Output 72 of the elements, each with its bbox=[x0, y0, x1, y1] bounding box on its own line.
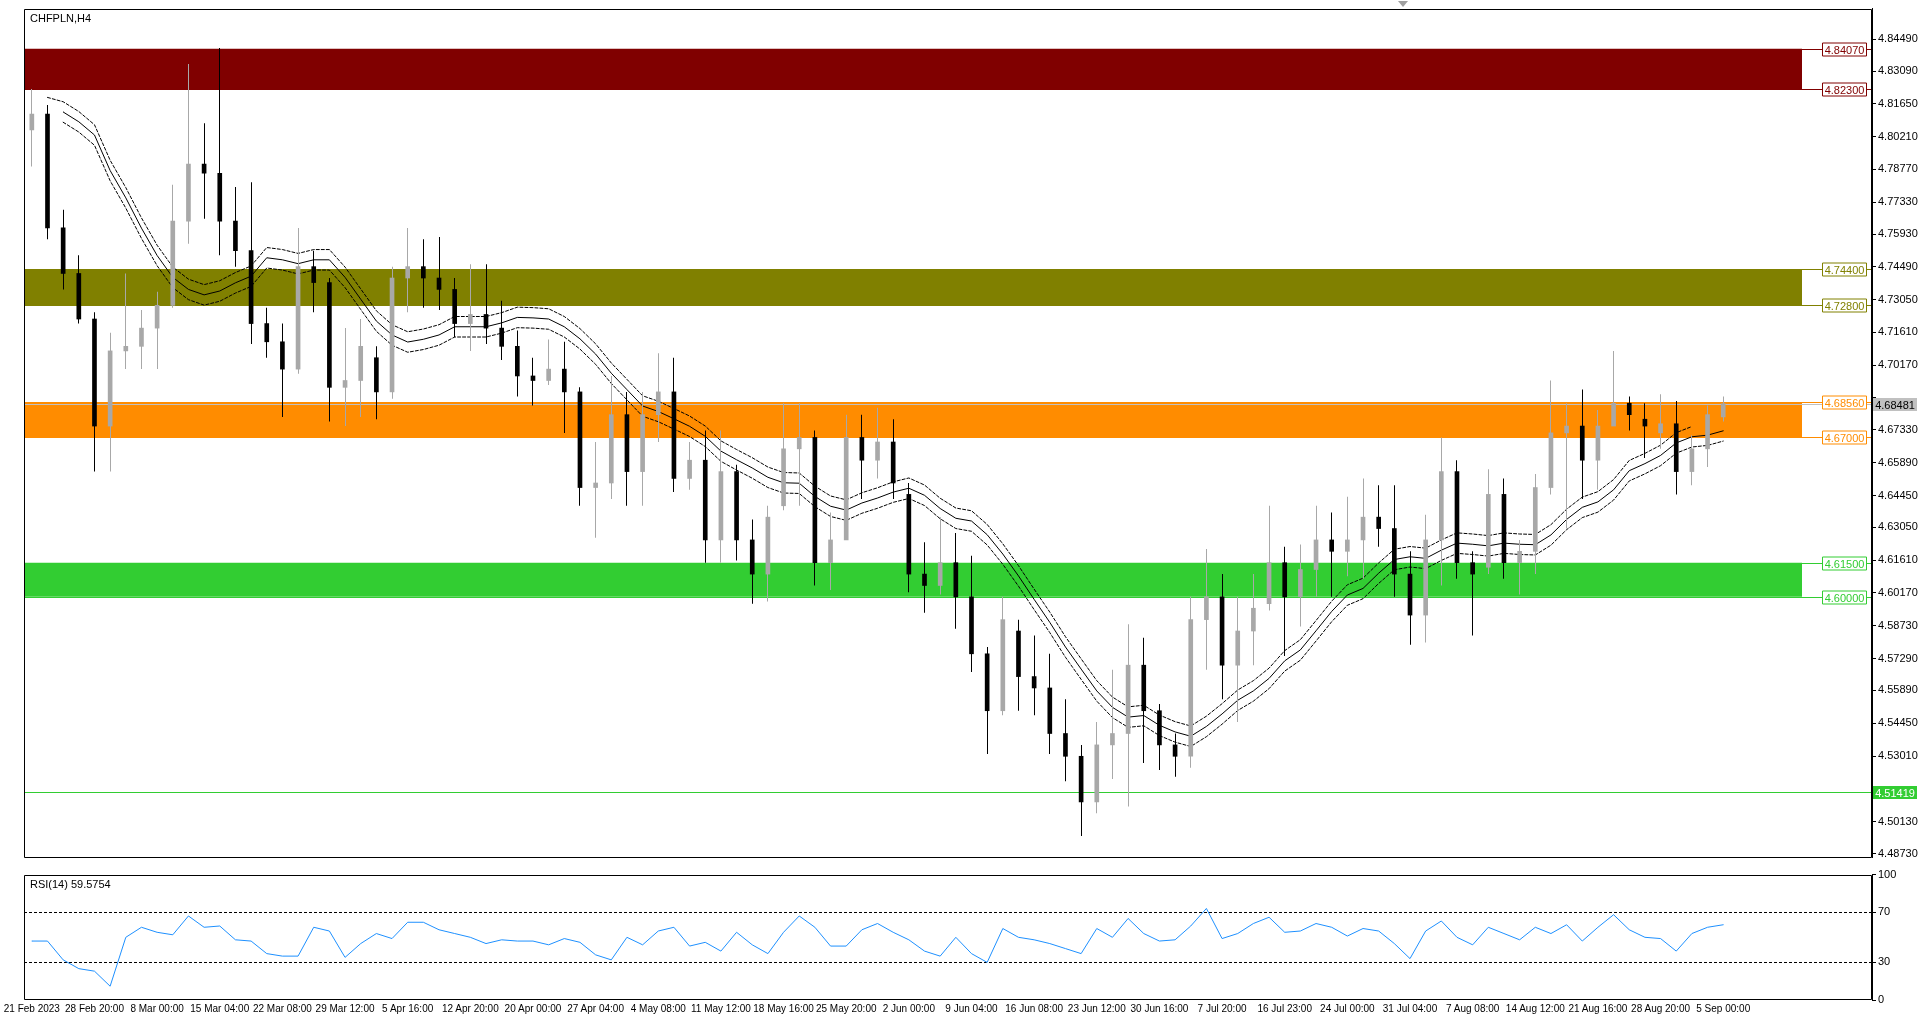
candlestick bbox=[1564, 403, 1569, 529]
x-tick-label: 7 Jul 20:00 bbox=[1197, 1002, 1247, 1014]
ref-line-label: 4.74400 bbox=[1824, 263, 1865, 276]
chart-title: RSI(14) 59.5754 bbox=[30, 877, 111, 890]
ref-line-label: 4.68481 bbox=[1875, 398, 1915, 411]
y-tick-label: 4.74490 bbox=[1878, 259, 1918, 272]
x-tick-label: 28 Aug 20:00 bbox=[1631, 1002, 1691, 1014]
y-tick-label: 4.48730 bbox=[1878, 846, 1918, 859]
ref-line-label: 4.68560 bbox=[1824, 396, 1865, 409]
y-tick-label: 4.75930 bbox=[1878, 227, 1918, 240]
y-tick-label: 4.78770 bbox=[1878, 162, 1918, 175]
x-tick-label: 22 Mar 08:00 bbox=[252, 1002, 313, 1014]
y-tick-label: 4.83090 bbox=[1878, 64, 1918, 77]
x-tick-label: 23 Jun 12:00 bbox=[1067, 1002, 1127, 1014]
y-tick-label: 4.55890 bbox=[1878, 683, 1918, 696]
y-tick-label: 4.81650 bbox=[1878, 96, 1918, 109]
candlestick bbox=[123, 273, 129, 370]
x-tick-label: 15 Mar 04:00 bbox=[190, 1002, 250, 1014]
x-tick-label: 21 Aug 16:00 bbox=[1568, 1002, 1628, 1014]
x-tick-label: 31 Jul 04:00 bbox=[1382, 1002, 1438, 1014]
y-tick-label: 4.57290 bbox=[1878, 651, 1918, 664]
y-tick-label: 4.64450 bbox=[1878, 488, 1918, 501]
y-tick-label: 4.58730 bbox=[1878, 618, 1918, 631]
x-tick-label: 11 May 12:00 bbox=[690, 1002, 752, 1014]
y-tick-label: 4.53010 bbox=[1878, 749, 1918, 762]
x-tick-label: 9 Jun 04:00 bbox=[945, 1002, 999, 1014]
x-tick-label: 5 Apr 16:00 bbox=[382, 1002, 434, 1014]
y-tick-label: 4.50130 bbox=[1878, 814, 1918, 827]
x-tick-label: 2 Jun 00:00 bbox=[882, 1002, 936, 1014]
x-tick-label: 29 Mar 12:00 bbox=[315, 1002, 375, 1014]
candlestick bbox=[593, 442, 598, 538]
x-tick-label: 7 Aug 08:00 bbox=[1445, 1002, 1500, 1014]
x-tick-label: 14 Aug 12:00 bbox=[1505, 1002, 1566, 1014]
y-tick-label: 100 bbox=[1878, 867, 1897, 880]
x-tick-label: 28 Feb 20:00 bbox=[65, 1002, 125, 1014]
y-tick-label: 70 bbox=[1878, 905, 1891, 918]
y-tick-label: 4.54450 bbox=[1878, 716, 1918, 729]
ref-line-label: 4.51419 bbox=[1875, 786, 1915, 799]
x-tick-label: 8 Mar 00:00 bbox=[130, 1002, 185, 1014]
chart-title: CHFPLN,H4 bbox=[30, 11, 92, 24]
y-tick-label: 4.63050 bbox=[1878, 520, 1918, 533]
y-tick-label: 4.73050 bbox=[1878, 292, 1918, 305]
x-tick-label: 16 Jul 23:00 bbox=[1257, 1002, 1313, 1014]
y-tick-label: 30 bbox=[1878, 955, 1891, 968]
ref-line-label: 4.82300 bbox=[1824, 83, 1865, 96]
y-tick-label: 4.80210 bbox=[1878, 129, 1918, 142]
x-tick-label: 27 Apr 04:00 bbox=[567, 1002, 625, 1014]
x-tick-label: 18 May 16:00 bbox=[753, 1002, 815, 1014]
x-tick-label: 20 Apr 00:00 bbox=[504, 1002, 562, 1014]
x-tick-label: 5 Sep 00:00 bbox=[1696, 1002, 1751, 1014]
x-tick-label: 30 Jun 16:00 bbox=[1130, 1002, 1189, 1014]
y-tick-label: 4.65890 bbox=[1878, 455, 1918, 468]
ref-line-label: 4.67000 bbox=[1824, 431, 1865, 444]
ref-line-label: 4.61500 bbox=[1824, 557, 1865, 570]
y-tick-label: 4.60170 bbox=[1878, 586, 1918, 599]
x-tick-label: 4 May 08:00 bbox=[630, 1002, 687, 1014]
y-tick-label: 4.61610 bbox=[1878, 553, 1918, 566]
y-tick-label: 4.67330 bbox=[1878, 422, 1918, 435]
y-tick-label: 4.70170 bbox=[1878, 358, 1918, 371]
candlestick bbox=[342, 328, 348, 427]
y-tick-label: 0 bbox=[1878, 993, 1885, 1006]
x-tick-label: 16 Jun 08:00 bbox=[1005, 1002, 1064, 1014]
y-tick-label: 4.71610 bbox=[1878, 325, 1918, 338]
ref-line-label: 4.84070 bbox=[1824, 43, 1865, 56]
ref-line-label: 4.72800 bbox=[1824, 299, 1865, 312]
x-tick-label: 24 Jul 00:00 bbox=[1320, 1002, 1376, 1014]
x-tick-label: 21 Feb 2023 bbox=[3, 1002, 61, 1014]
x-tick-label: 25 May 20:00 bbox=[815, 1002, 877, 1014]
y-tick-label: 4.77330 bbox=[1878, 195, 1918, 208]
x-tick-label: 12 Apr 20:00 bbox=[441, 1002, 500, 1014]
y-tick-label: 4.84490 bbox=[1878, 32, 1918, 45]
ref-line-label: 4.60000 bbox=[1824, 591, 1865, 604]
